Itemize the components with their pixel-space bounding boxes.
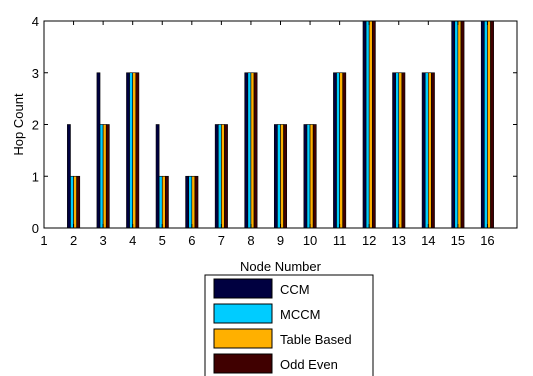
x-tick-label: 6 bbox=[188, 233, 195, 248]
bar-mccm-node-12 bbox=[365, 20, 370, 229]
bar-ccm-node-13 bbox=[392, 72, 396, 229]
bar-ccm-node-16 bbox=[480, 20, 485, 229]
x-tick-label: 12 bbox=[362, 233, 376, 248]
bar-odd-even-node-16 bbox=[490, 20, 494, 229]
bar-table-based-node-4 bbox=[132, 72, 137, 229]
y-tick-label: 3 bbox=[32, 66, 39, 81]
bar-ccm-node-12 bbox=[362, 20, 367, 229]
x-axis: 1 2 3 4 5 6 7 8 9 10 11 12 13 14 15 16 bbox=[40, 21, 495, 248]
bar-table-based-node-5 bbox=[161, 175, 166, 229]
bar-mccm-node-9 bbox=[277, 124, 281, 229]
bar-mccm-node-6 bbox=[188, 175, 193, 229]
y-tick-label: 0 bbox=[32, 221, 39, 236]
y-tick-label: 2 bbox=[32, 118, 39, 133]
bar-odd-even-node-10 bbox=[312, 124, 317, 229]
bar-ccm-node-4 bbox=[126, 72, 130, 229]
x-tick-label: 10 bbox=[303, 233, 317, 248]
bar-table-based-node-14 bbox=[428, 72, 432, 229]
x-tick-label: 1 bbox=[40, 233, 47, 248]
bar-table-based-node-3 bbox=[102, 124, 107, 229]
y-axis: 0 1 2 3 4 bbox=[32, 14, 517, 236]
bar-ccm-node-15 bbox=[451, 20, 456, 229]
bar-odd-even-node-13 bbox=[401, 72, 406, 229]
legend-swatch-ccm bbox=[213, 278, 273, 299]
bar-odd-even-node-12 bbox=[371, 20, 376, 229]
legend-label-table-based: Table Based bbox=[280, 332, 352, 347]
bar-mccm-node-16 bbox=[484, 20, 488, 229]
bar-mccm-node-11 bbox=[336, 72, 340, 229]
bar-ccm-node-14 bbox=[421, 72, 426, 229]
bars-layer bbox=[67, 20, 494, 229]
legend-label-mccm: MCCM bbox=[280, 307, 320, 322]
x-tick-label: 8 bbox=[247, 233, 254, 248]
x-tick-label: 15 bbox=[451, 233, 465, 248]
bar-odd-even-node-8 bbox=[253, 72, 258, 229]
bar-mccm-node-4 bbox=[129, 72, 133, 229]
x-tick-label: 16 bbox=[480, 233, 494, 248]
bar-odd-even-node-4 bbox=[135, 72, 140, 229]
bar-mccm-node-2 bbox=[70, 175, 74, 229]
y-tick-label: 4 bbox=[32, 14, 39, 29]
bar-ccm-node-11 bbox=[333, 72, 337, 229]
bar-odd-even-node-2 bbox=[76, 175, 81, 229]
bar-table-based-node-2 bbox=[73, 175, 77, 229]
bar-table-based-node-16 bbox=[487, 20, 491, 229]
bar-table-based-node-11 bbox=[339, 72, 344, 229]
bar-ccm-node-7 bbox=[214, 124, 219, 229]
x-tick-label: 5 bbox=[159, 233, 166, 248]
bar-mccm-node-10 bbox=[306, 124, 311, 229]
bar-odd-even-node-9 bbox=[283, 124, 288, 229]
x-tick-label: 4 bbox=[129, 233, 136, 248]
x-tick-label: 7 bbox=[218, 233, 225, 248]
y-tick-label: 1 bbox=[32, 169, 39, 184]
x-tick-label: 14 bbox=[421, 233, 435, 248]
bar-table-based-node-10 bbox=[309, 124, 314, 229]
bar-table-based-node-7 bbox=[221, 124, 225, 229]
bar-mccm-node-15 bbox=[454, 20, 459, 229]
bar-ccm-node-8 bbox=[244, 72, 249, 229]
bar-ccm-node-6 bbox=[185, 175, 190, 229]
bar-ccm-node-9 bbox=[273, 124, 278, 229]
bar-odd-even-node-11 bbox=[342, 72, 347, 229]
bar-mccm-node-13 bbox=[395, 72, 400, 229]
legend-swatch-odd-even bbox=[213, 353, 273, 374]
bar-table-based-node-12 bbox=[368, 20, 373, 229]
bar-mccm-node-8 bbox=[247, 72, 252, 229]
bar-ccm-node-2 bbox=[67, 124, 71, 229]
x-tick-label: 11 bbox=[333, 233, 347, 248]
legend: CCM MCCM Table Based Odd Even bbox=[204, 274, 374, 376]
bar-ccm-node-3 bbox=[96, 72, 101, 229]
bar-ccm-node-10 bbox=[303, 124, 308, 229]
bar-odd-even-node-6 bbox=[194, 175, 199, 229]
bar-table-based-node-13 bbox=[398, 72, 403, 229]
bar-odd-even-node-5 bbox=[165, 175, 169, 229]
bar-odd-even-node-3 bbox=[105, 124, 110, 229]
legend-swatch-table-based bbox=[213, 328, 273, 349]
x-tick-label: 9 bbox=[277, 233, 284, 248]
legend-swatch-mccm bbox=[213, 303, 273, 324]
bar-mccm-node-7 bbox=[217, 124, 222, 229]
bar-mccm-node-3 bbox=[99, 124, 104, 229]
bar-odd-even-node-14 bbox=[431, 72, 435, 229]
bar-table-based-node-15 bbox=[457, 20, 462, 229]
bar-table-based-node-6 bbox=[191, 175, 196, 229]
bar-mccm-node-14 bbox=[424, 72, 429, 229]
bar-odd-even-node-7 bbox=[224, 124, 228, 229]
bar-odd-even-node-15 bbox=[460, 20, 465, 229]
x-tick-label: 2 bbox=[70, 233, 77, 248]
legend-label-odd-even: Odd Even bbox=[280, 357, 338, 372]
x-axis-label: Node Number bbox=[240, 259, 322, 274]
y-axis-label: Hop Count bbox=[11, 93, 26, 156]
bar-table-based-node-9 bbox=[280, 124, 284, 229]
bar-ccm-node-5 bbox=[155, 124, 160, 229]
legend-label-ccm: CCM bbox=[280, 282, 310, 297]
x-tick-label: 3 bbox=[100, 233, 107, 248]
bar-table-based-node-8 bbox=[250, 72, 255, 229]
x-tick-label: 13 bbox=[392, 233, 406, 248]
bar-mccm-node-5 bbox=[158, 175, 163, 229]
